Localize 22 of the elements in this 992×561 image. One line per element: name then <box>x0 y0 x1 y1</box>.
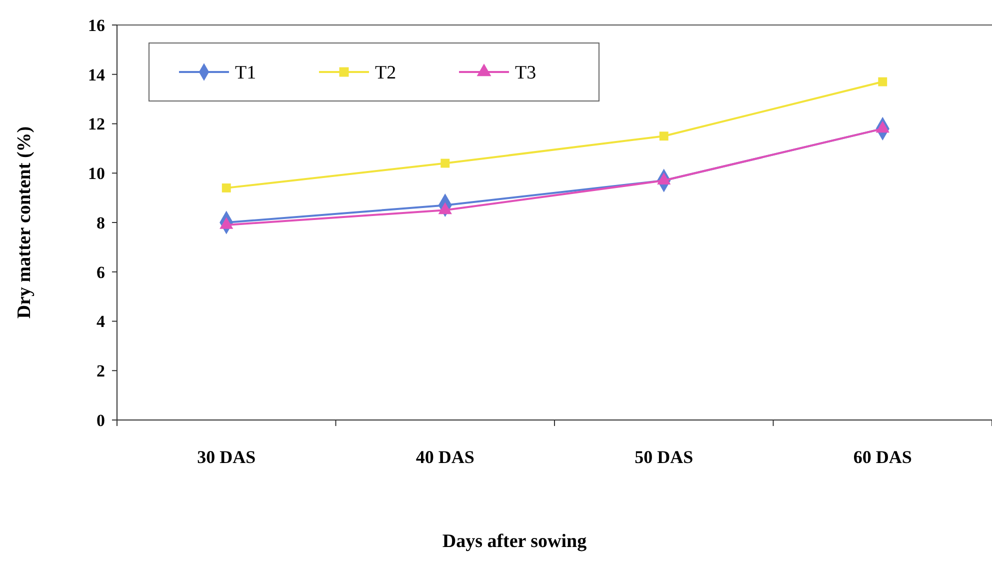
y-tick-label: 2 <box>96 362 105 381</box>
y-tick-label: 6 <box>96 262 105 282</box>
legend-label: T2 <box>375 62 396 84</box>
y-tick-label: 4 <box>96 312 106 332</box>
point <box>222 183 231 192</box>
y-axis-title: Dry matter content (%) <box>14 126 35 319</box>
point <box>878 77 888 86</box>
x-tick-label: 60 DAS <box>853 447 912 467</box>
y-tick-label: 16 <box>88 16 105 35</box>
x-tick-label: 50 DAS <box>634 447 694 467</box>
point <box>440 158 450 168</box>
legend-label: T1 <box>235 62 256 84</box>
legend-label: T3 <box>515 62 536 84</box>
y-tick-label: 10 <box>88 164 105 184</box>
x-axis-title: Days after sowing <box>442 531 588 552</box>
y-tick-label: 8 <box>96 213 105 232</box>
y-tick-label: 0 <box>96 410 105 430</box>
x-tick-label: 40 DAS <box>416 447 474 467</box>
y-tick-label: 12 <box>88 114 105 134</box>
point <box>659 132 668 141</box>
x-tick-label: 30 DAS <box>197 447 256 467</box>
y-tick-label: 14 <box>88 65 106 84</box>
